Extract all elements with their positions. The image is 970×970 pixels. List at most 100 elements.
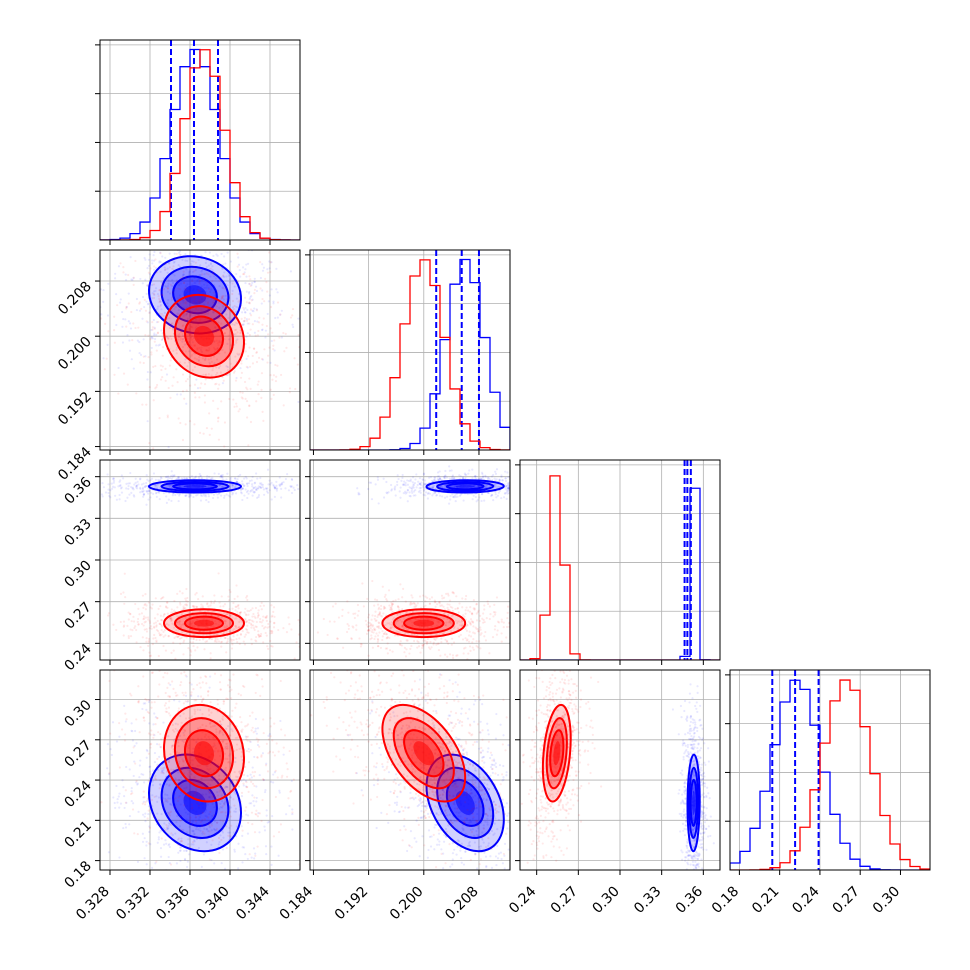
scatter-point [221,473,224,477]
scatter-point [413,605,416,608]
scatter-point [253,804,256,807]
scatter-point [135,781,138,784]
scatter-point [394,599,397,602]
scatter-point [207,637,211,640]
scatter-point [250,642,253,646]
scatter-point [223,775,226,778]
scatter-point [141,282,144,285]
scatter-point [471,477,474,480]
scatter-point [166,287,169,290]
scatter-point [197,358,200,362]
scatter-point [196,879,198,881]
scatter-point [106,473,109,476]
scatter-point [145,844,148,847]
scatter-point [392,599,395,603]
scatter-point [141,813,145,816]
scatter-point [390,488,393,491]
scatter-point [178,601,182,604]
y-tick-label: 0.33 [61,516,94,549]
scatter-point [229,495,232,498]
scatter-point [217,632,220,635]
scatter-point [424,483,427,486]
scatter-point [422,642,426,646]
scatter-point [152,637,155,640]
scatter-point [528,488,530,490]
scatter-point [195,828,198,831]
scatter-point [209,675,212,678]
scatter-point [255,800,258,803]
scatter-point [389,623,392,626]
scatter-point [630,490,632,492]
scatter-point [273,487,276,490]
scatter-point [165,606,168,609]
scatter-point [152,318,155,322]
scatter-point [418,614,421,617]
scatter-point [244,853,247,856]
scatter-point [199,474,202,477]
scatter-point [239,611,242,614]
scatter-point [427,646,431,649]
scatter-point [135,641,138,644]
scatter-point [526,485,528,487]
scatter-point [193,295,196,298]
scatter-point [152,296,156,299]
scatter-point [187,495,191,498]
scatter-point [253,307,256,310]
scatter-point [151,328,154,331]
scatter-point [260,608,263,611]
scatter-point [160,625,163,628]
scatter-point [186,283,189,286]
scatter-point [167,446,170,449]
scatter-point [186,317,189,320]
scatter-point [504,477,507,480]
scatter-point [273,621,276,624]
scatter-point [137,326,140,329]
scatter-point [203,648,206,651]
scatter-point [278,322,281,325]
scatter-point [293,488,296,492]
scatter-point [384,593,387,596]
scatter-point [208,812,211,816]
scatter-point [218,492,221,495]
scatter-point [234,625,237,628]
scatter-point [175,635,178,638]
scatter-point [358,493,361,496]
scatter-point [185,786,188,789]
scatter-point [195,358,198,361]
scatter-point [149,371,152,374]
scatter-point [178,825,181,828]
scatter-point [410,489,413,493]
panel-frame [309,249,511,451]
scatter-point [172,349,175,352]
scatter-point [160,882,162,884]
scatter-point [521,626,523,628]
scatter-point [444,475,447,478]
scatter-point [445,640,448,643]
scatter-point [272,347,275,351]
scatter-point [175,346,179,349]
scatter-point [431,486,434,489]
scatter-point [169,396,172,399]
scatter-point [184,737,187,741]
scatter-point [379,646,383,650]
scatter-point [374,628,377,631]
scatter-point [103,368,106,371]
scatter-point [239,332,242,335]
scatter-point [254,717,257,721]
scatter-point [416,646,419,649]
scatter-point [477,609,480,612]
scatter-point [207,287,211,291]
scatter-point [183,343,187,346]
scatter-point [232,638,235,642]
scatter-point [249,740,252,744]
scatter-point [263,242,265,244]
scatter-point [142,355,145,358]
scatter-point [164,284,167,287]
scatter-point [137,607,140,610]
scatter-point [475,603,478,606]
scatter-point [183,212,185,214]
scatter-point [94,318,96,320]
scatter-point [119,262,122,265]
scatter-point [472,631,475,634]
scatter-point [197,289,201,292]
